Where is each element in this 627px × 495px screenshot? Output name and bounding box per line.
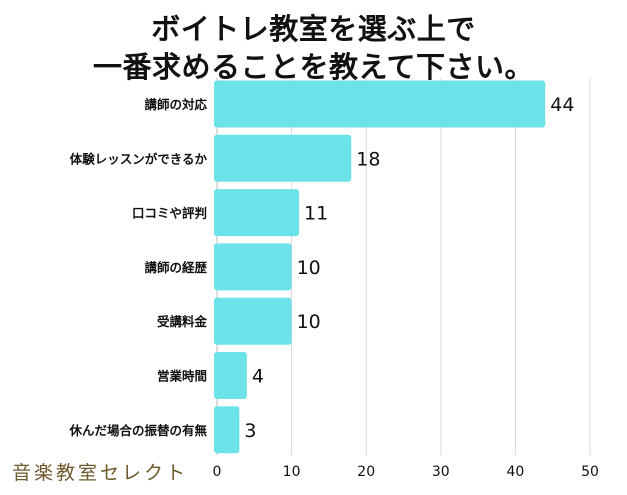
bar bbox=[214, 134, 352, 182]
data-label: 10 bbox=[297, 311, 321, 333]
data-label: 4 bbox=[252, 366, 264, 388]
x-tick-label: 40 bbox=[506, 464, 524, 480]
category-labels: 講師の対応体験レッスンができるか口コミや評判講師の経歴受講料金営業時間休んだ場合… bbox=[68, 97, 207, 438]
data-label: 3 bbox=[244, 420, 256, 442]
x-tick-label: 20 bbox=[357, 464, 375, 480]
bars bbox=[214, 80, 546, 454]
x-tick-label: 0 bbox=[213, 464, 222, 480]
chart-title-line-1: ボイトレ教室を選ぶ上で bbox=[151, 12, 476, 46]
category-label: 体験レッスンができるか bbox=[70, 151, 208, 166]
chart-title-line-2: 一番求めることを教えて下さい。 bbox=[92, 50, 535, 84]
bar bbox=[214, 80, 546, 128]
data-label: 18 bbox=[356, 148, 380, 170]
category-label: 休んだ場合の振替の有無 bbox=[68, 423, 207, 438]
brand-watermark: 音楽教室セレクト bbox=[12, 462, 189, 484]
data-label: 11 bbox=[304, 203, 328, 225]
data-label: 44 bbox=[550, 94, 574, 116]
x-tick-labels: 0 10 20 30 40 50 bbox=[213, 464, 599, 480]
data-labels: 44 18 11 10 10 4 3 bbox=[244, 94, 574, 442]
x-tick-label: 10 bbox=[283, 464, 301, 480]
data-label: 10 bbox=[297, 257, 321, 279]
bar bbox=[214, 352, 247, 399]
bar bbox=[214, 297, 292, 345]
category-label: 講師の経歴 bbox=[144, 260, 207, 275]
bar bbox=[214, 189, 300, 237]
category-label: 講師の対応 bbox=[144, 97, 207, 112]
category-label: 口コミや評判 bbox=[132, 206, 207, 221]
bar bbox=[214, 243, 292, 291]
x-tick-label: 50 bbox=[581, 464, 599, 480]
category-label: 営業時間 bbox=[157, 369, 207, 384]
bar bbox=[214, 406, 240, 454]
x-tick-label: 30 bbox=[432, 464, 450, 480]
category-label: 受講料金 bbox=[157, 314, 208, 329]
